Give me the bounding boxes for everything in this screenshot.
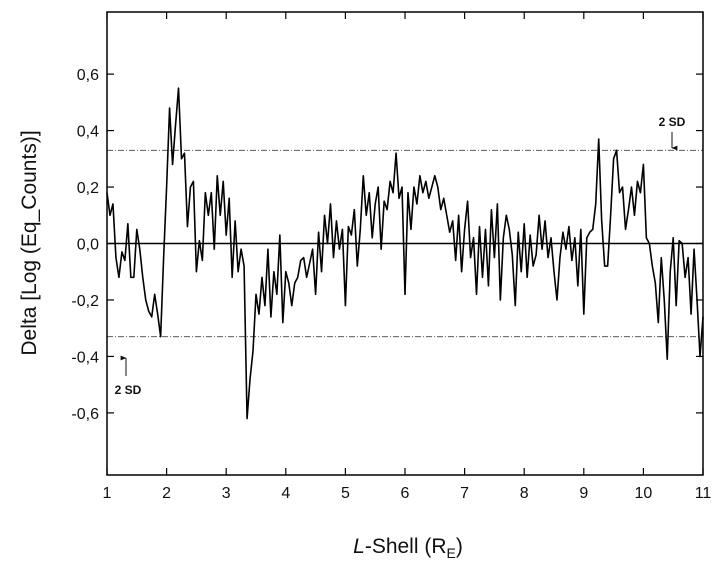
y-tick-label: -0,2: [71, 293, 99, 310]
x-tick-label: 1: [103, 485, 112, 502]
y-tick-label: 0,6: [77, 67, 99, 84]
x-tick-label: 9: [579, 485, 588, 502]
y-tick-label: -0,6: [71, 406, 99, 423]
x-axis-label: L-Shell (RE): [353, 535, 463, 561]
x-tick-label: 11: [695, 485, 712, 502]
x-tick-label: 3: [222, 485, 231, 502]
data-line: [106, 87, 704, 420]
y-tick-label: 0,2: [77, 180, 99, 197]
x-tick-label: 2: [162, 485, 171, 502]
x-tick-label: 7: [460, 485, 469, 502]
y-tick-label: -0,4: [71, 349, 99, 366]
x-tick-label: 10: [635, 485, 653, 502]
y-tick-label: 0,4: [77, 124, 99, 141]
annotation: 2 SD: [115, 383, 142, 397]
x-tick-label: 4: [281, 485, 290, 502]
x-tick-label: 8: [520, 485, 529, 502]
x-tick-label: 6: [401, 485, 410, 502]
y-axis-label: Delta [Log (Eq_Counts)]: [18, 130, 41, 355]
annotation: 2 SD: [659, 115, 686, 129]
plot-frame: [106, 11, 704, 476]
x-tick-label: 5: [341, 485, 350, 502]
y-tick-label: 0,0: [77, 237, 99, 254]
